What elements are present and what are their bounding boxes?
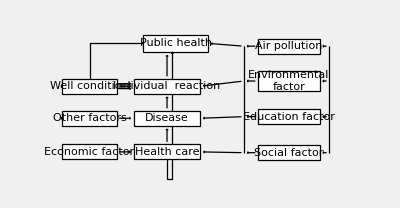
Text: Disease: Disease <box>145 113 189 123</box>
Text: Health care: Health care <box>135 147 199 157</box>
Bar <box>134 144 200 160</box>
Bar <box>258 38 320 54</box>
Text: Air pollution: Air pollution <box>255 41 322 51</box>
Bar <box>258 71 320 91</box>
Bar <box>62 144 117 160</box>
Text: Education factor: Education factor <box>243 112 335 122</box>
Bar <box>258 109 320 124</box>
Text: Individual  reaction: Individual reaction <box>114 81 221 91</box>
Text: Environmental
factor: Environmental factor <box>248 70 329 92</box>
Bar <box>258 145 320 160</box>
Bar <box>134 111 200 126</box>
Bar <box>62 79 117 94</box>
Text: Well condition: Well condition <box>50 81 129 91</box>
Bar <box>134 79 200 94</box>
Bar <box>62 111 117 126</box>
Bar <box>143 35 208 52</box>
Text: Other factors: Other factors <box>53 113 126 123</box>
Text: Social factor: Social factor <box>254 148 323 158</box>
Text: Economic factor: Economic factor <box>44 147 134 157</box>
Text: Public health: Public health <box>140 38 212 48</box>
